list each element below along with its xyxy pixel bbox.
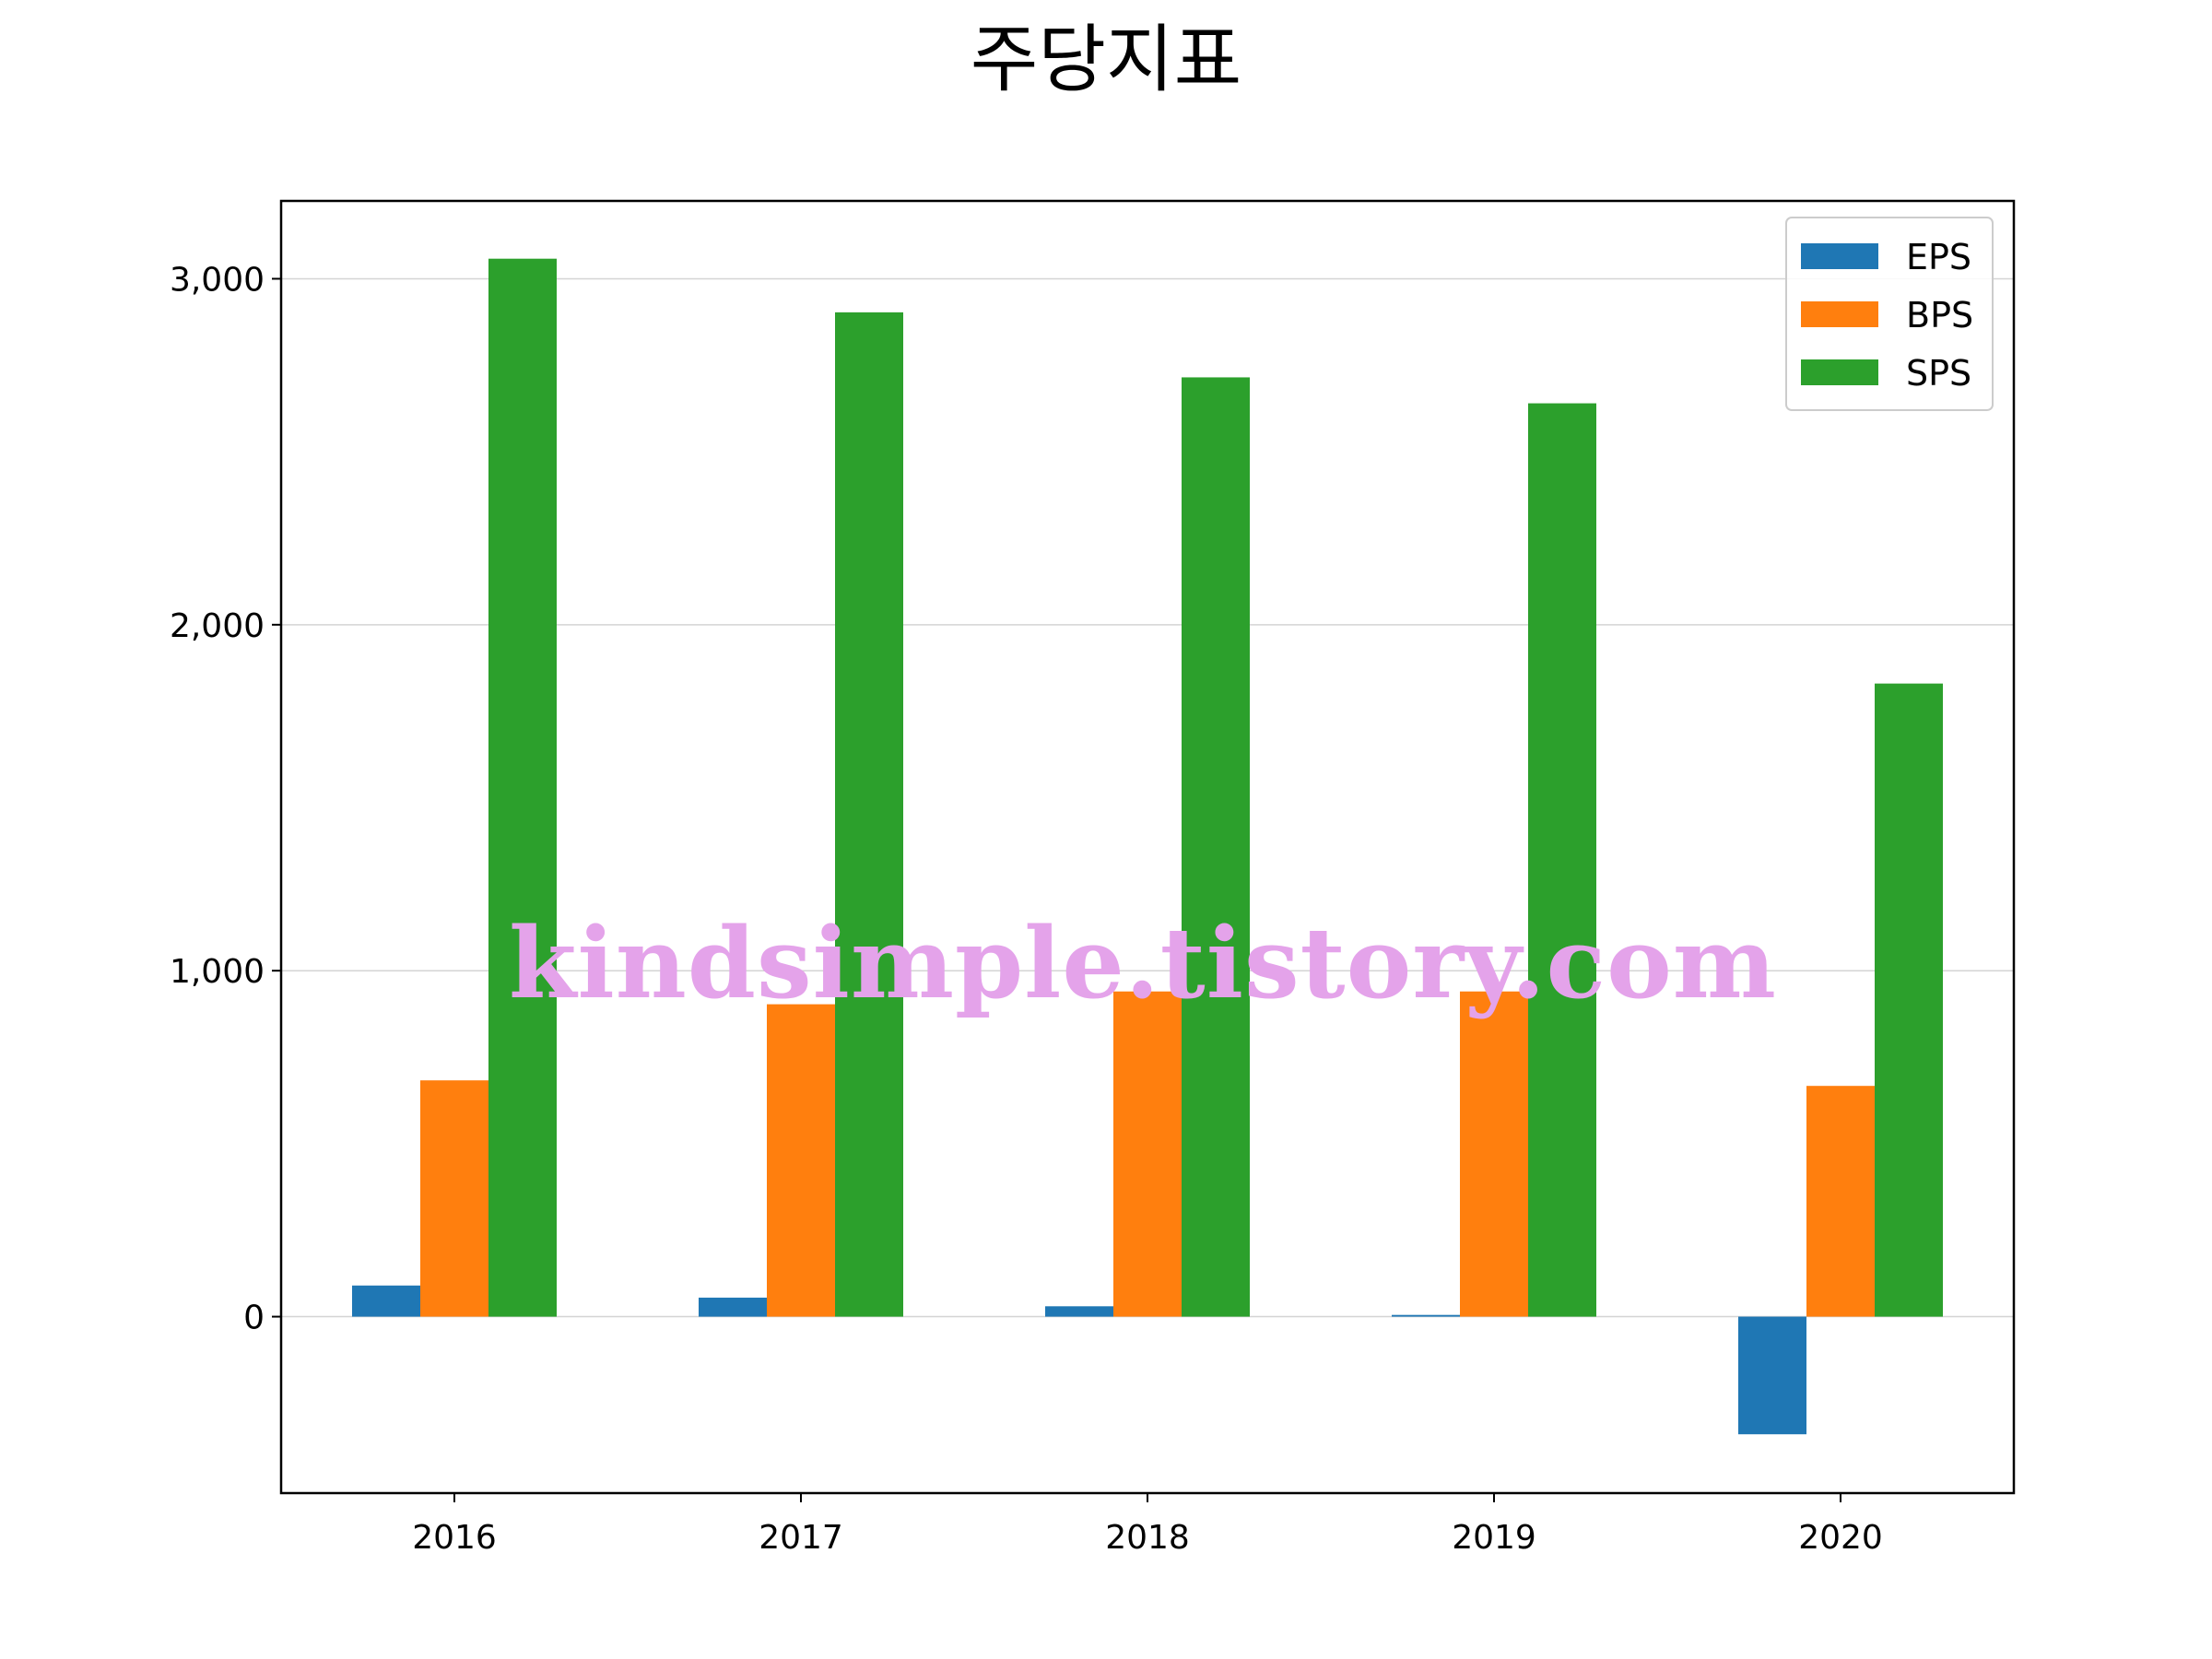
x-tick-label: 2020 <box>1798 1519 1883 1557</box>
x-tick-label: 2016 <box>412 1519 497 1557</box>
legend-swatch-sps <box>1801 359 1878 385</box>
legend-label-sps: SPS <box>1906 353 1971 394</box>
bars <box>352 258 1943 1435</box>
legend-swatch-bps <box>1801 301 1878 327</box>
y-tick-label: 2,000 <box>170 607 265 645</box>
x-tick-label: 2019 <box>1452 1519 1536 1557</box>
x-tick-label: 2017 <box>759 1519 843 1557</box>
bar-bps-2018 <box>1113 991 1182 1317</box>
legend-swatch-eps <box>1801 243 1878 269</box>
y-tick-label: 0 <box>243 1300 265 1337</box>
plot-frame <box>279 199 2016 1495</box>
x-tick-label: 2018 <box>1105 1519 1190 1557</box>
chart-title: 주당지표 <box>971 17 1241 102</box>
x-axis: 2016 2017 2018 2019 2020 <box>412 1493 1883 1557</box>
watermark: kindsimple.tistory.com <box>509 905 1777 1020</box>
bar-bps-2019 <box>1460 991 1528 1317</box>
bar-sps-2016 <box>488 258 557 1317</box>
bar-bps-2016 <box>420 1080 488 1317</box>
bar-eps-2019 <box>1392 1314 1460 1317</box>
bar-sps-2020 <box>1875 683 1943 1317</box>
bar-sps-2018 <box>1182 377 1250 1317</box>
bar-bps-2017 <box>767 1004 835 1317</box>
bar-sps-2017 <box>835 312 903 1317</box>
bar-eps-2016 <box>352 1285 420 1317</box>
y-axis: 0 1,000 2,000 3,000 <box>170 261 281 1337</box>
bar-sps-2019 <box>1528 403 1596 1317</box>
legend: EPS BPS SPS <box>1785 217 1994 411</box>
bar-bps-2020 <box>1806 1086 1875 1317</box>
legend-label-bps: BPS <box>1906 295 1973 335</box>
bar-eps-2018 <box>1045 1306 1113 1317</box>
bar-eps-2020 <box>1738 1316 1806 1435</box>
y-tick-label: 3,000 <box>170 261 265 299</box>
y-tick-label: 1,000 <box>170 953 265 991</box>
bar-eps-2017 <box>699 1297 767 1317</box>
legend-label-eps: EPS <box>1906 237 1971 277</box>
